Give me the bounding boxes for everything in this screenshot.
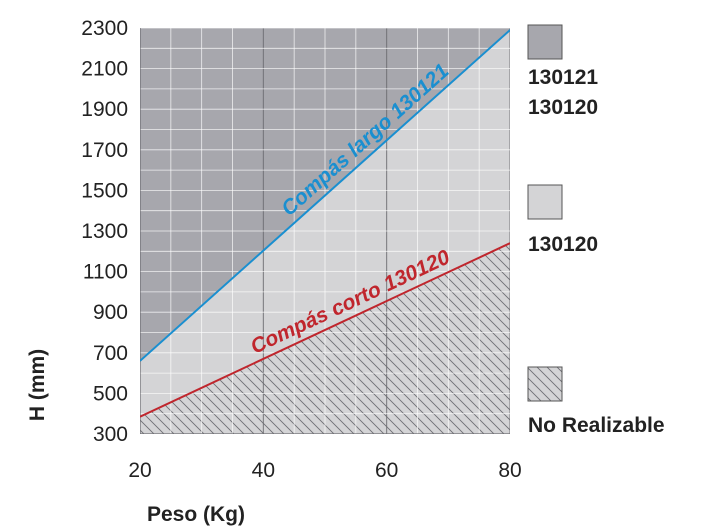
x-axis-label: Peso (Kg) xyxy=(147,503,245,526)
legend-label-130120-b: 130120 xyxy=(528,233,598,256)
y-tick-label: 2300 xyxy=(81,17,128,40)
legend-swatch-light xyxy=(527,184,563,220)
y-tick-label: 1900 xyxy=(81,98,128,121)
y-tick-label: 2100 xyxy=(81,58,128,81)
legend-label-130121: 130121 xyxy=(528,66,598,89)
y-tick-label: 500 xyxy=(93,382,128,405)
x-tick-label: 60 xyxy=(375,459,398,482)
y-axis-label: H (mm) xyxy=(26,349,49,421)
series-line-0 xyxy=(140,29,510,362)
y-tick-label: 1700 xyxy=(81,139,128,162)
legend: 130121 130120 130120 No Realizable xyxy=(527,24,665,437)
legend-swatch-dark xyxy=(527,24,563,60)
x-tick-label: 40 xyxy=(252,459,275,482)
plot-area xyxy=(140,28,510,434)
y-tick-label: 1500 xyxy=(81,179,128,202)
x-tick-label: 20 xyxy=(128,459,151,482)
legend-swatch-hatched xyxy=(527,366,563,402)
series-lines xyxy=(140,29,510,418)
y-tick-label: 1100 xyxy=(83,261,128,284)
y-tick-label: 300 xyxy=(93,423,128,446)
grid xyxy=(140,28,510,434)
legend-label-130120-a: 130120 xyxy=(528,96,598,119)
y-tick-label: 900 xyxy=(93,301,128,324)
x-tick-labels: 20 40 60 80 xyxy=(128,459,521,482)
legend-label-no-realizable: No Realizable xyxy=(528,414,665,437)
series-line-1 xyxy=(140,242,510,418)
y-tick-labels: 300 500 700 900 1100 1300 1500 1700 1900 2100 2300 xyxy=(81,17,128,446)
y-tick-label: 1300 xyxy=(81,220,128,243)
x-tick-label: 80 xyxy=(498,459,521,482)
y-tick-label: 700 xyxy=(93,342,128,365)
